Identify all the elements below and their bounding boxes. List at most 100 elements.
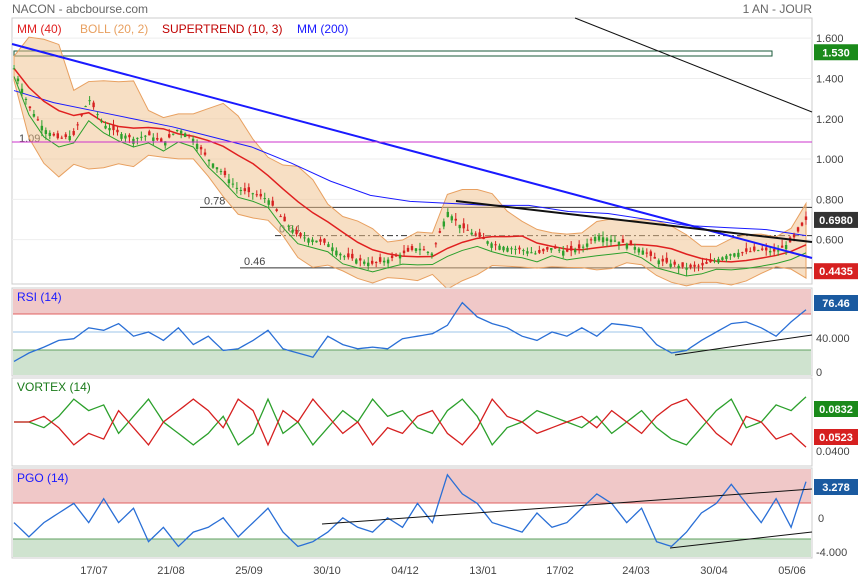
price-y-tick: 1.000 — [816, 154, 844, 166]
candle-body — [347, 253, 350, 258]
candle-body — [629, 240, 633, 246]
candle-body — [267, 200, 270, 205]
candle-body — [195, 143, 199, 149]
candle-body — [96, 114, 99, 116]
candle-body — [776, 250, 780, 252]
candle-body — [446, 211, 450, 217]
resistance-box — [13, 50, 773, 57]
candle-body — [792, 234, 796, 238]
candle-body — [562, 250, 565, 256]
candle-body — [160, 138, 163, 142]
candle-body — [402, 250, 406, 254]
candle-body — [120, 134, 123, 139]
rsi-overbought-zone — [13, 289, 811, 314]
x-tick-label: 05/06 — [778, 565, 806, 577]
candle-body — [259, 193, 262, 197]
candle-body — [653, 256, 656, 259]
candle-body — [486, 241, 489, 244]
candle-body — [319, 239, 322, 242]
x-tick-label: 30/04 — [700, 565, 728, 577]
candle-body — [295, 230, 298, 235]
candle-body — [140, 136, 143, 138]
candle-body — [390, 255, 394, 258]
x-axis: 17/07 21/08 25/09 30/10 04/12 13/01 17/02 24/03… — [80, 565, 806, 577]
candle-body — [474, 233, 477, 235]
candle-body — [757, 250, 760, 252]
candle-body — [20, 88, 24, 94]
legend-mm200: MM (200) — [297, 22, 348, 36]
supertrend-line — [13, 76, 807, 277]
candle-body — [566, 249, 569, 252]
candle-body — [772, 248, 776, 252]
candle-body — [466, 229, 469, 231]
candle-body — [343, 256, 346, 258]
candle-body — [243, 188, 247, 192]
candle-body — [32, 114, 36, 117]
candle-body — [303, 237, 306, 239]
candle-body — [367, 262, 370, 267]
candle-body — [203, 152, 207, 155]
candle-body — [175, 129, 179, 131]
candle-body — [514, 248, 517, 250]
candle-body — [183, 133, 187, 138]
candle-body — [24, 98, 28, 100]
candle-body — [693, 264, 696, 267]
price-y-tick: 1.400 — [816, 73, 844, 85]
x-tick-label: 17/07 — [80, 565, 108, 577]
candle-body — [168, 134, 171, 138]
candle-body — [40, 125, 44, 131]
legend-mm40: MM (40) — [17, 22, 62, 36]
candle-body — [60, 137, 63, 139]
candle-body — [701, 262, 704, 266]
candle-body — [382, 260, 386, 263]
candle-body — [235, 187, 239, 189]
candle-body — [207, 159, 211, 162]
candle-body — [76, 124, 79, 126]
candle-body — [530, 252, 533, 254]
candle-body — [761, 248, 764, 250]
candle-body — [546, 247, 549, 250]
pgo-overbought-zone — [13, 469, 811, 503]
candle-body — [569, 245, 573, 251]
pgo-tick-0: 0 — [818, 513, 824, 525]
candle-body — [64, 134, 67, 138]
level-label: 0.78 — [204, 195, 225, 207]
candle-body — [462, 223, 465, 229]
candle-body — [768, 250, 772, 253]
candle-body — [255, 194, 258, 196]
legend-supertrend: SUPERTREND (10, 3) — [162, 22, 282, 36]
mm200-line — [13, 90, 807, 237]
price-y-tick: 1.200 — [816, 114, 844, 126]
vortex-minus-line — [14, 397, 807, 448]
candle-body — [673, 261, 676, 265]
x-tick-label: 21/08 — [157, 565, 185, 577]
candle-body — [502, 246, 505, 251]
x-tick-label: 04/12 — [391, 565, 419, 577]
candle-body — [478, 232, 481, 237]
candle-body — [223, 170, 227, 176]
candle-body — [498, 245, 501, 250]
mm40-line — [13, 67, 807, 263]
vortex-plus-badge — [814, 401, 858, 417]
candle-body — [577, 244, 581, 249]
candle-body — [116, 129, 119, 133]
candle-body — [725, 255, 728, 260]
candle-body — [199, 146, 203, 150]
pgo-trendline-lower — [669, 531, 813, 549]
price-badge — [814, 263, 858, 280]
candle-body — [307, 238, 310, 243]
level-label: 0.46 — [244, 256, 265, 268]
candle-body — [331, 247, 334, 252]
rsi-tick-40: 40.000 — [816, 333, 850, 345]
candle-body — [737, 252, 740, 257]
candle-body — [239, 190, 243, 192]
candle-body — [132, 138, 135, 144]
vortex-label: VORTEX (14) — [17, 380, 91, 394]
price-y-tick: 1.600 — [816, 33, 844, 45]
candle-body — [709, 259, 712, 263]
candle-body — [641, 250, 645, 255]
candle-body — [351, 253, 354, 259]
bollinger-band — [13, 36, 807, 290]
candle-body — [637, 248, 641, 253]
candles — [12, 64, 808, 276]
